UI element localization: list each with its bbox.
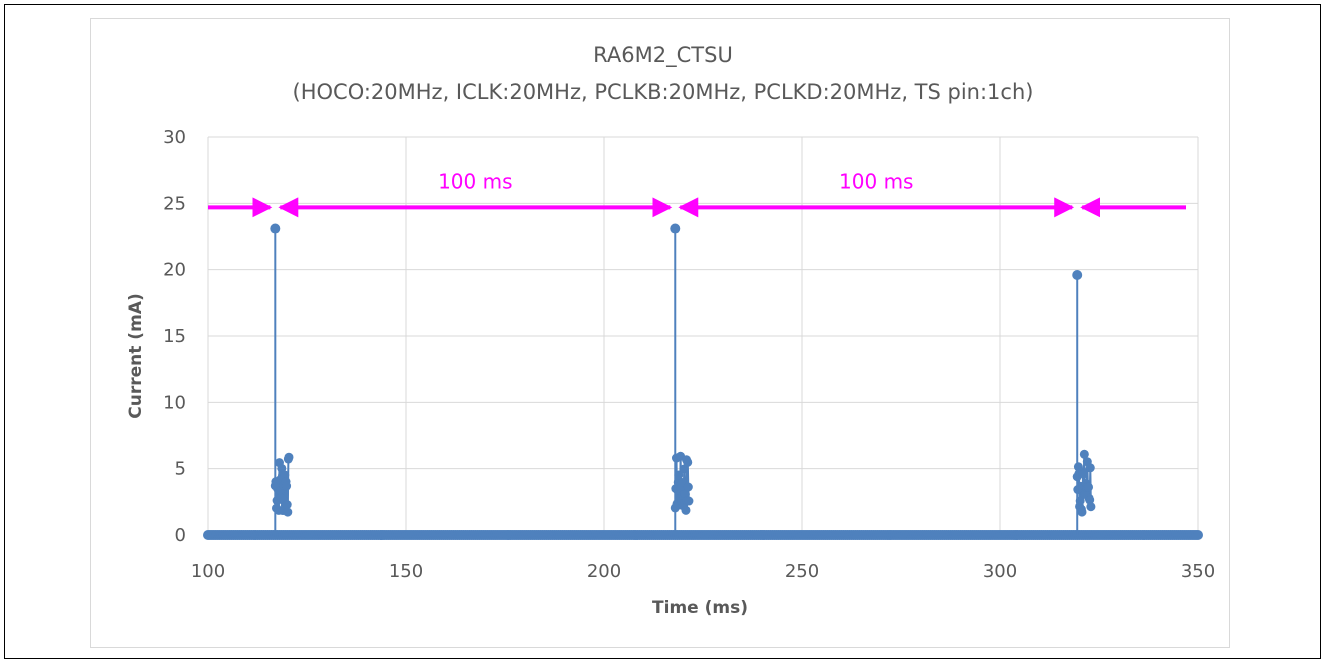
data-point (282, 500, 292, 510)
y-tick-label: 5 (175, 459, 186, 480)
data-point (683, 482, 693, 492)
y-tick-label: 10 (163, 392, 186, 413)
data-point (683, 457, 693, 467)
data-point (282, 481, 292, 491)
chart-area (90, 18, 1230, 648)
x-axis-label: Time (ms) (652, 598, 748, 618)
data-point (679, 464, 689, 474)
data-point (1193, 530, 1203, 540)
data-point (1086, 502, 1096, 512)
x-tick-label: 100 (191, 561, 225, 582)
peak-point (670, 223, 681, 234)
chart-subtitle: (HOCO:20MHz, ICLK:20MHz, PCLKB:20MHz, PC… (293, 80, 1034, 104)
data-point (283, 507, 293, 517)
data-layer (203, 223, 1203, 540)
x-tick-label: 150 (389, 561, 423, 582)
period-label: 100 ms (438, 169, 512, 193)
y-tick-label: 25 (163, 193, 186, 214)
data-point (1079, 469, 1089, 479)
data-point (1085, 463, 1095, 473)
peak-point (270, 223, 281, 234)
x-tick-label: 250 (785, 561, 819, 582)
data-point (674, 470, 684, 480)
annotation-layer: 100 ms 100 ms (208, 169, 1186, 218)
data-point (1085, 495, 1095, 505)
y-tick-label: 15 (163, 326, 186, 347)
y-axis-label: Current (mA) (126, 293, 146, 418)
chart-title: RA6M2_CTSU (593, 43, 733, 68)
x-tick-label: 200 (587, 561, 621, 582)
data-point (284, 452, 294, 462)
tick-labels: 0 5 10 15 20 25 30 100 150 200 250 300 350 (163, 127, 1215, 582)
data-point (684, 496, 694, 506)
y-tick-label: 20 (163, 260, 186, 281)
data-point (1079, 449, 1089, 459)
peak-point (1072, 269, 1083, 280)
data-point (1077, 507, 1087, 517)
grid-layer (207, 136, 1199, 536)
y-tick-label: 30 (163, 127, 186, 148)
data-point (681, 505, 691, 515)
x-tick-label: 350 (1181, 561, 1215, 582)
data-point (1084, 482, 1094, 492)
period-label: 100 ms (839, 169, 913, 193)
y-tick-label: 0 (175, 525, 186, 546)
x-tick-label: 300 (983, 561, 1017, 582)
figure-frame (4, 4, 1321, 659)
data-point (280, 470, 290, 480)
